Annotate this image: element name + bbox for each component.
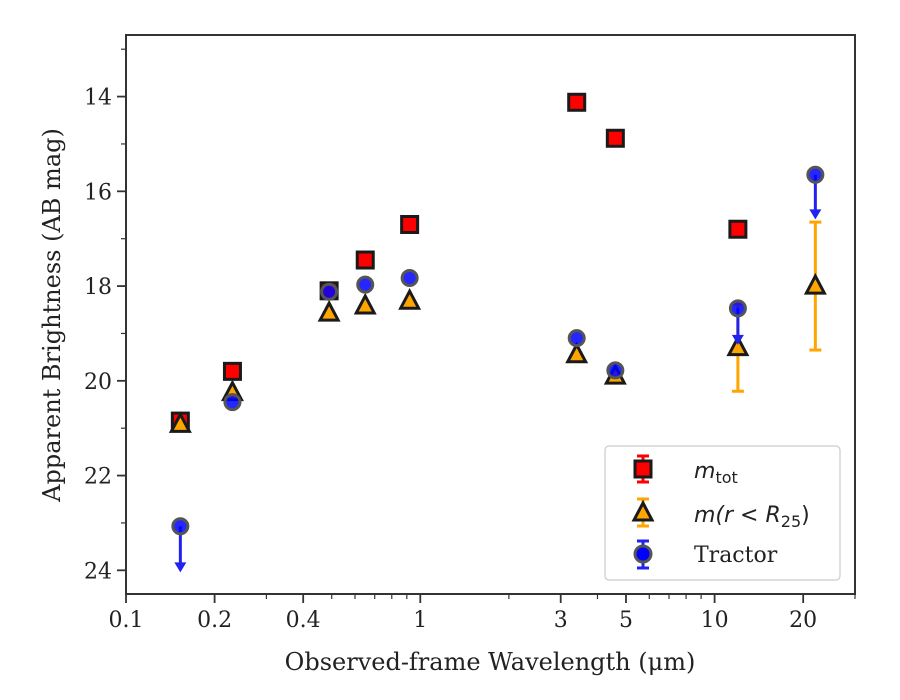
x-tick-label: 1 bbox=[413, 608, 427, 633]
x-tick-label: 10 bbox=[701, 608, 729, 633]
mtot-point bbox=[567, 92, 587, 112]
mr25-point bbox=[726, 334, 750, 357]
tractor-point bbox=[171, 517, 190, 536]
tractor-point bbox=[356, 275, 375, 294]
tractor-arrow-head bbox=[174, 562, 187, 573]
mtot-point bbox=[222, 361, 242, 381]
legend-tractor-label: Tractor bbox=[694, 543, 778, 568]
mr25-point bbox=[803, 272, 827, 295]
tractor-point bbox=[223, 393, 242, 412]
x-tick-label: 5 bbox=[619, 608, 633, 633]
legend-mtot-square bbox=[633, 459, 653, 479]
y-axis-label: Apparent Brightness (AB mag) bbox=[38, 128, 66, 503]
mtot-point bbox=[605, 128, 625, 148]
mr25-point bbox=[353, 292, 377, 315]
y-tick-label: 16 bbox=[84, 180, 112, 205]
y-tick-label: 20 bbox=[84, 370, 112, 395]
legend-tractor-circle bbox=[633, 544, 653, 564]
tractor-point bbox=[400, 269, 419, 288]
legend-box bbox=[604, 445, 841, 581]
tractor-point bbox=[567, 329, 586, 348]
tractor-point bbox=[806, 165, 825, 184]
legend: mtot m(r < R25) Tractor bbox=[604, 445, 841, 581]
mr25-point bbox=[317, 299, 341, 322]
tractor-arrow-head bbox=[731, 334, 744, 345]
tractor-point bbox=[606, 361, 625, 380]
x-tick-label: 3 bbox=[554, 608, 568, 633]
x-axis: 0.1 0.2 0.4 1 3 5 10 20 bbox=[109, 594, 856, 633]
mr25-point bbox=[168, 411, 192, 433]
tractor-point bbox=[728, 299, 747, 318]
data-marks bbox=[168, 92, 827, 573]
plot-frame bbox=[125, 34, 856, 595]
x-tick-label: 0.2 bbox=[197, 608, 232, 633]
mr25-point bbox=[565, 341, 589, 364]
legend-item-mr25: m(r < R25) bbox=[631, 497, 810, 531]
y-tick-label: 24 bbox=[84, 559, 112, 584]
mtot-point bbox=[355, 250, 375, 270]
x-tick-label: 0.4 bbox=[286, 608, 321, 633]
mtot-point bbox=[400, 214, 420, 234]
legend-mr25-triangle bbox=[631, 499, 655, 522]
legend-item-mtot: mtot bbox=[633, 454, 738, 487]
x-tick-label: 0.1 bbox=[109, 608, 144, 633]
x-axis-label: Observed-frame Wavelength (μm) bbox=[285, 648, 696, 676]
legend-mr25-label: m(r < R25) bbox=[694, 503, 810, 531]
mtot-point bbox=[728, 219, 748, 239]
y-axis: 14 16 18 20 22 24 bbox=[84, 48, 126, 584]
x-tick-label: 20 bbox=[789, 608, 817, 633]
y-tick-label: 18 bbox=[84, 275, 112, 300]
tractor-point bbox=[320, 282, 339, 301]
y-tick-label: 14 bbox=[84, 86, 112, 111]
tractor-arrow-head bbox=[809, 209, 822, 220]
y-tick-label: 22 bbox=[84, 465, 112, 490]
legend-item-tractor: Tractor bbox=[633, 539, 778, 570]
legend-mtot-label: mtot bbox=[694, 459, 738, 487]
mr25-point bbox=[398, 288, 422, 310]
